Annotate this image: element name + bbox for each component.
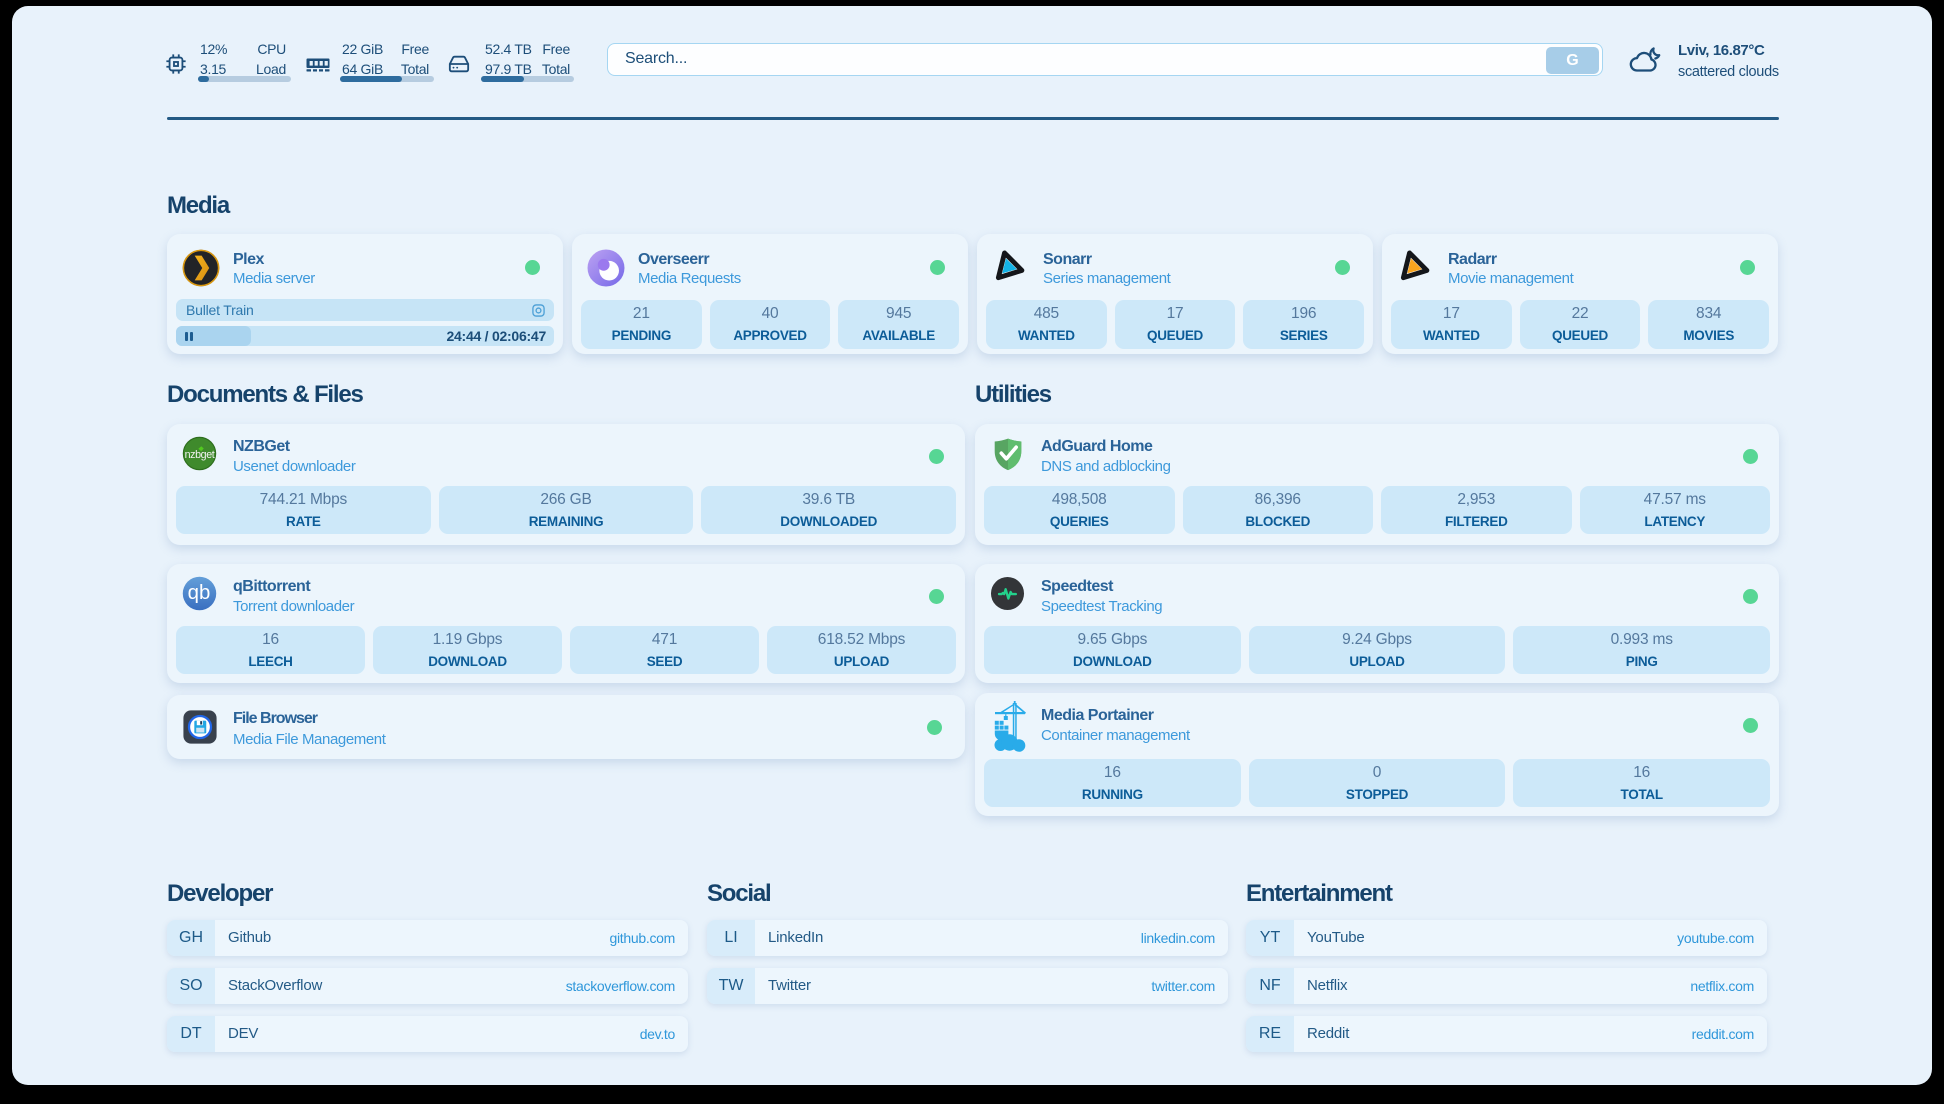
svg-text:qb: qb bbox=[188, 582, 211, 604]
svg-text:nzbget: nzbget bbox=[185, 449, 215, 461]
